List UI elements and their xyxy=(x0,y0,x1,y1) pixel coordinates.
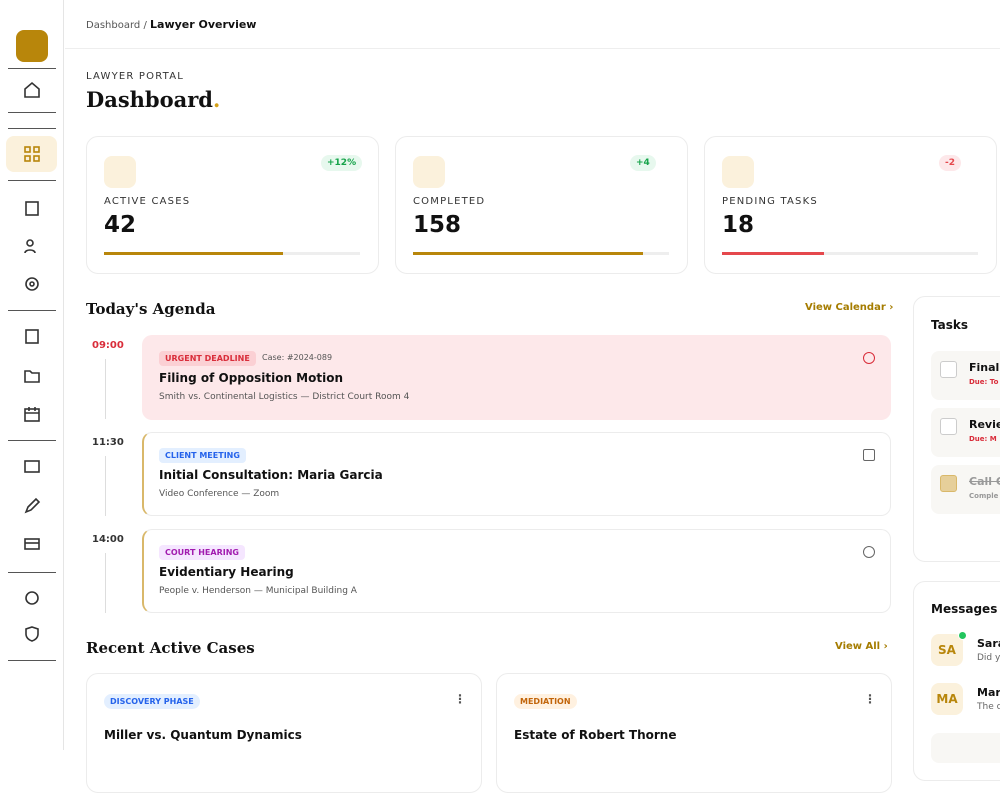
stat-change: +12% xyxy=(321,155,363,171)
agenda-card xyxy=(142,335,891,420)
messages-title: Messages xyxy=(931,602,998,616)
agenda-detail: People v. Henderson — Municipal Building… xyxy=(159,586,357,596)
section-title: Today's Agenda xyxy=(86,300,216,318)
wallet-icon[interactable] xyxy=(22,456,42,476)
calendar-icon[interactable] xyxy=(22,404,42,424)
card-icon[interactable] xyxy=(22,534,42,554)
page-title: Dashboard. xyxy=(86,87,220,112)
agenda-detail: Video Conference — Zoom xyxy=(159,489,280,499)
case-tag: MEDIATION xyxy=(514,694,577,709)
stat-change: +4 xyxy=(630,155,656,171)
stat-icon xyxy=(104,156,136,188)
settings-icon[interactable] xyxy=(22,274,42,294)
case-tag: DISCOVERY PHASE xyxy=(104,694,200,709)
message-name: Sara xyxy=(977,637,1000,650)
sidebar xyxy=(0,0,64,750)
progress-fill xyxy=(413,252,644,255)
tasks-title: Tasks xyxy=(931,318,969,332)
agenda-icon[interactable] xyxy=(863,449,875,461)
more-button[interactable]: ⋮ xyxy=(864,692,876,706)
task-title: Call C xyxy=(969,475,1000,488)
message-name: Mar xyxy=(977,686,1000,699)
breadcrumb-separator: / xyxy=(143,20,147,31)
agenda-time: 14:00 xyxy=(92,534,124,545)
stat-icon xyxy=(722,156,754,188)
breadcrumb: Dashboard / Lawyer Overview xyxy=(86,18,256,31)
logo[interactable] xyxy=(16,30,48,62)
task-due: Comple xyxy=(969,492,999,500)
breadcrumb-parent[interactable]: Dashboard xyxy=(86,20,141,31)
stat-label: PENDING TASKS xyxy=(722,196,818,207)
timeline-line xyxy=(105,359,106,419)
agenda-tag: CLIENT MEETING xyxy=(159,448,246,463)
agenda-icon[interactable] xyxy=(863,352,875,364)
title-accent: . xyxy=(212,87,221,112)
agenda-tag: URGENT DEADLINE xyxy=(159,351,256,366)
agenda-tag: COURT HEARING xyxy=(159,545,245,560)
task-due: Due: M xyxy=(969,435,997,443)
online-dot xyxy=(958,631,967,640)
message-preview: The c xyxy=(977,702,1000,712)
message-input xyxy=(931,733,1000,763)
case-title: Estate of Robert Thorne xyxy=(514,728,677,742)
progress-track xyxy=(722,252,978,255)
agenda-card xyxy=(142,432,891,516)
avatar: MA xyxy=(931,683,963,715)
case-number: Case: #2024-089 xyxy=(262,353,333,362)
agenda-icon[interactable] xyxy=(863,546,875,558)
agenda-title: Evidentiary Hearing xyxy=(159,565,294,579)
home-icon[interactable] xyxy=(22,80,42,100)
progress-fill xyxy=(104,252,284,255)
timeline-line xyxy=(105,553,106,613)
nav-icon[interactable] xyxy=(22,326,42,346)
stat-value: 42 xyxy=(104,212,137,238)
task-checkbox[interactable] xyxy=(940,361,957,378)
header-divider xyxy=(65,48,1000,49)
eyebrow: LAWYER PORTAL xyxy=(86,71,185,82)
folder-icon[interactable] xyxy=(22,366,42,386)
task-due: Due: To xyxy=(969,378,999,386)
avatar: SA xyxy=(931,634,963,666)
agenda-detail: Smith vs. Continental Logistics — Distri… xyxy=(159,392,410,402)
dashboard-icon[interactable] xyxy=(22,144,42,164)
stat-value: 158 xyxy=(413,212,462,238)
nav-icon[interactable] xyxy=(22,198,42,218)
chat-icon[interactable] xyxy=(22,588,42,608)
case-title: Miller vs. Quantum Dynamics xyxy=(104,728,302,742)
task-title: Finali xyxy=(969,361,1000,374)
stat-icon xyxy=(413,156,445,188)
shield-icon[interactable] xyxy=(22,624,42,644)
agenda-title: Initial Consultation: Maria Garcia xyxy=(159,468,383,482)
link-text[interactable]: View Calendar xyxy=(805,302,886,313)
breadcrumb-current: Lawyer Overview xyxy=(150,18,257,31)
title: Dashboard xyxy=(86,87,213,112)
active-nav[interactable] xyxy=(6,136,57,172)
agenda-time: 11:30 xyxy=(92,437,124,448)
task-checkbox[interactable] xyxy=(940,418,957,435)
timeline-line xyxy=(105,456,106,516)
section-title: Recent Active Cases xyxy=(86,639,255,657)
agenda-title: Filing of Opposition Motion xyxy=(159,371,344,385)
stat-value: 18 xyxy=(722,212,755,238)
agenda-time: 09:00 xyxy=(92,340,124,351)
view-calendar[interactable]: View Calendar › xyxy=(805,302,894,313)
more-button[interactable]: ⋮ xyxy=(454,692,466,706)
task-checkbox[interactable] xyxy=(940,475,957,492)
link-text[interactable]: View All xyxy=(835,641,881,652)
stat-label: ACTIVE CASES xyxy=(104,196,191,207)
message-preview: Did y xyxy=(977,653,1000,663)
task-title: Revie xyxy=(969,418,1000,431)
stat-change: -2 xyxy=(939,155,961,171)
agenda-card xyxy=(142,529,891,613)
view-all[interactable]: View All › xyxy=(835,641,888,652)
pen-icon[interactable] xyxy=(22,496,42,516)
users-icon[interactable] xyxy=(22,236,42,256)
progress-fill xyxy=(722,252,825,255)
stat-label: COMPLETED xyxy=(413,196,486,207)
